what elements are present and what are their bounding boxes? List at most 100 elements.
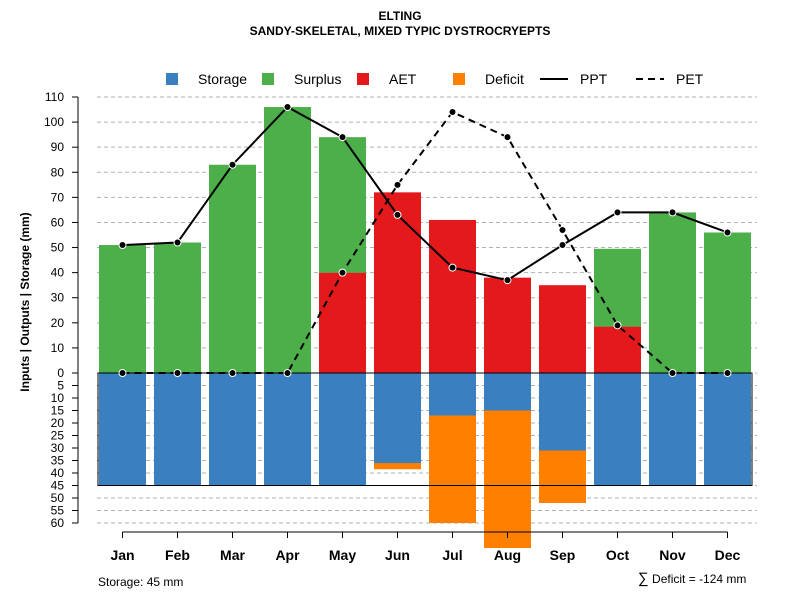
x-tick-label: Oct xyxy=(606,547,630,563)
surplus-bar xyxy=(319,137,366,273)
surplus-bar xyxy=(154,242,201,373)
deficit-bar xyxy=(429,415,476,523)
deficit-bar xyxy=(484,410,531,548)
legend-label-ppt: PPT xyxy=(580,71,608,87)
surplus-bar xyxy=(649,212,696,373)
legend-label-pet: PET xyxy=(676,71,704,87)
ppt-point xyxy=(393,210,402,219)
bars xyxy=(99,107,751,548)
x-tick-label: May xyxy=(329,547,356,563)
surplus-bar xyxy=(209,164,256,373)
legend-swatch-aet xyxy=(357,73,369,85)
surplus-bar xyxy=(99,245,146,373)
storage-bar xyxy=(649,373,696,486)
aet-bar xyxy=(484,277,531,373)
pet-point xyxy=(448,108,457,117)
y-tick-label: 15 xyxy=(51,404,65,418)
x-tick-label: Feb xyxy=(165,547,190,563)
y-tick-label: 25 xyxy=(51,429,65,443)
ppt-line xyxy=(122,105,728,282)
pet-point xyxy=(613,321,622,330)
chart-title: ELTING xyxy=(378,9,422,23)
ppt-point xyxy=(338,133,347,142)
storage-capacity-box xyxy=(97,372,753,486)
y-tick-label: 45 xyxy=(51,479,65,493)
storage-bar xyxy=(429,373,476,416)
y-tick-label: 40 xyxy=(51,466,65,480)
ppt-point xyxy=(723,228,732,237)
sigma-symbol: ∑ xyxy=(638,570,649,587)
chart-subtitle: SANDY-SKELETAL, MIXED TYPIC DYSTROCRYEPT… xyxy=(249,24,551,38)
aet-bar xyxy=(374,192,421,373)
pet-point xyxy=(338,268,347,277)
deficit-bar xyxy=(539,450,586,503)
legend-label-storage: Storage xyxy=(198,71,247,87)
y-tick-label: 70 xyxy=(51,190,65,204)
aet-bar xyxy=(319,272,366,373)
y-tick-label: 0 xyxy=(57,366,64,380)
y-tick-label: 10 xyxy=(51,391,65,405)
storage-bar xyxy=(319,373,366,486)
legend-label-surplus: Surplus xyxy=(294,71,341,87)
legend: Storage Surplus AET Deficit PPT PET xyxy=(166,71,704,87)
pet-line xyxy=(122,110,728,374)
storage-bar xyxy=(264,373,311,486)
x-tick-label: Mar xyxy=(220,547,245,563)
storage-bar xyxy=(99,373,146,486)
x-tick-label: Jun xyxy=(385,547,410,563)
storage-bar xyxy=(374,373,421,463)
ppt-point xyxy=(448,263,457,272)
y-tick-label: 30 xyxy=(51,291,65,305)
storage-bar xyxy=(209,373,256,486)
pet-point xyxy=(668,369,677,377)
x-tick-label: Aug xyxy=(494,547,521,563)
legend-label-aet: AET xyxy=(389,71,417,87)
y-tick-label: 60 xyxy=(51,516,65,530)
y-tick-label: 35 xyxy=(51,454,65,468)
ppt-point xyxy=(613,208,622,217)
y-tick-label: 100 xyxy=(44,115,64,129)
x-tick-label: Apr xyxy=(275,547,300,563)
aet-bar xyxy=(594,326,641,373)
legend-swatch-storage xyxy=(166,73,178,85)
x-tick-label: Nov xyxy=(659,547,686,563)
y-tick-label: 50 xyxy=(51,491,65,505)
ppt-point xyxy=(118,241,127,250)
legend-swatch-surplus xyxy=(262,73,274,85)
storage-bar xyxy=(594,373,641,486)
y-tick-label: 60 xyxy=(51,215,65,229)
axes: 1101009080706050403020100510152025303540… xyxy=(44,90,753,563)
deficit-bar xyxy=(374,463,421,470)
pet-point xyxy=(173,369,182,377)
aet-bar xyxy=(539,285,586,373)
surplus-bar xyxy=(264,107,311,373)
storage-bar xyxy=(484,373,531,411)
ppt-point xyxy=(668,208,677,217)
ppt-point xyxy=(228,160,237,169)
y-tick-label: 40 xyxy=(51,266,65,280)
pet-point xyxy=(503,133,512,142)
pet-point xyxy=(228,369,237,377)
y-tick-label: 20 xyxy=(51,416,65,430)
y-tick-label: 50 xyxy=(51,241,65,255)
storage-bar xyxy=(154,373,201,486)
pet-point xyxy=(723,369,732,377)
x-tick-label: Jan xyxy=(110,547,134,563)
y-tick-label: 30 xyxy=(51,441,65,455)
pet-point xyxy=(558,225,567,234)
pet-point xyxy=(393,180,402,189)
y-tick-label: 80 xyxy=(51,165,65,179)
aet-bar xyxy=(429,219,476,373)
y-tick-label: 110 xyxy=(45,90,64,104)
chart-title-block: ELTING SANDY-SKELETAL, MIXED TYPIC DYSTR… xyxy=(0,9,800,39)
storage-note: Storage: 45 mm xyxy=(98,575,184,589)
storage-bar xyxy=(704,373,751,486)
pet-point xyxy=(283,369,292,377)
y-tick-label: 5 xyxy=(57,379,64,393)
deficit-total: Deficit = -124 mm xyxy=(652,572,747,586)
y-tick-label: 20 xyxy=(51,316,65,330)
ppt-point xyxy=(503,276,512,285)
lines xyxy=(118,103,732,377)
deficit-note: ∑ Deficit = -124 mm xyxy=(638,570,746,587)
